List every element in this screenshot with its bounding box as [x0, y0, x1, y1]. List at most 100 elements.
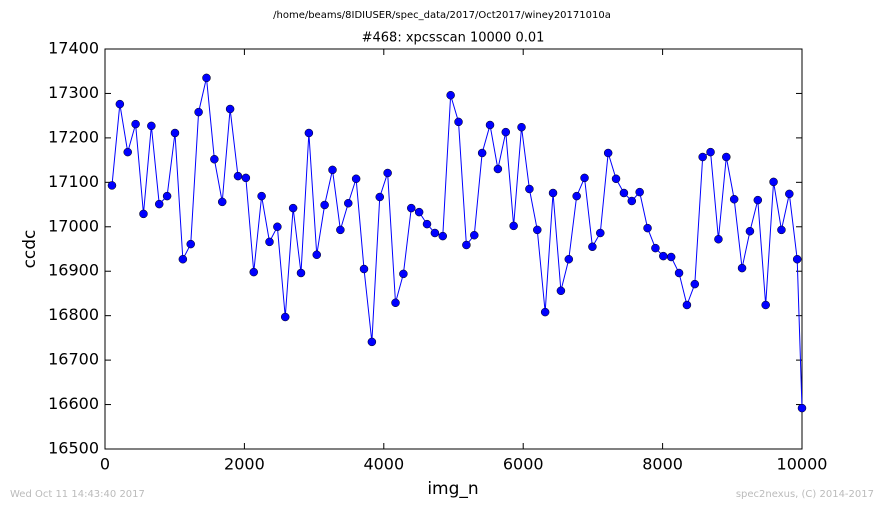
data-point	[115, 99, 125, 109]
data-point	[509, 221, 518, 231]
x-tick-label: 6000	[503, 455, 544, 474]
data-point	[202, 73, 211, 83]
data-point	[273, 222, 282, 232]
data-point	[178, 254, 188, 264]
data-point	[407, 203, 416, 213]
data-point	[714, 234, 723, 244]
data-point	[797, 403, 807, 413]
data-point	[517, 122, 526, 132]
data-point	[257, 191, 266, 201]
data-point	[328, 165, 337, 175]
data-point	[107, 181, 117, 190]
data-point	[603, 148, 613, 158]
data-point	[690, 279, 700, 289]
x-tick-label: 10000	[777, 455, 828, 474]
y-tick-label: 17000	[48, 216, 99, 235]
y-tick-label: 17100	[48, 172, 99, 191]
data-point	[391, 298, 400, 308]
data-point	[454, 117, 463, 127]
data-point	[722, 152, 731, 162]
data-point	[422, 219, 432, 229]
data-point	[674, 268, 684, 278]
data-point	[540, 307, 550, 317]
data-point	[753, 195, 763, 205]
chart-title: #468: xpcsscan 10000 0.01	[362, 31, 545, 46]
data-point	[651, 243, 660, 253]
data-point	[745, 226, 755, 236]
data-point	[304, 128, 314, 138]
data-point	[154, 199, 164, 209]
data-point	[351, 174, 361, 184]
data-point	[375, 192, 385, 202]
data-point	[430, 228, 440, 238]
data-point	[446, 90, 455, 100]
data-point	[761, 300, 770, 310]
data-point	[729, 194, 739, 204]
data-point	[367, 337, 377, 347]
data-point	[682, 300, 692, 310]
data-line	[111, 77, 803, 409]
data-point	[131, 119, 140, 129]
data-point	[170, 128, 180, 138]
data-point	[611, 174, 621, 184]
x-tick-label: 8000	[642, 455, 683, 474]
data-point	[399, 269, 408, 279]
data-point	[477, 148, 487, 158]
y-tick-label: 16800	[48, 305, 99, 324]
data-point	[769, 177, 778, 187]
data-point	[210, 154, 219, 164]
data-point	[619, 188, 629, 198]
data-point	[462, 240, 471, 250]
data-point	[296, 268, 306, 278]
data-point	[383, 168, 392, 178]
x-tick-label: 2000	[224, 455, 265, 474]
data-point	[493, 164, 503, 174]
data-point	[312, 250, 321, 260]
data-point	[194, 107, 203, 117]
data-point	[225, 104, 235, 114]
suptitle: /home/beams/8IDIUSER/spec_data/2017/Oct2…	[273, 10, 611, 21]
data-point	[359, 264, 369, 274]
data-point	[414, 207, 424, 217]
data-point	[320, 200, 329, 210]
plot-frame	[104, 48, 803, 450]
footer-left: Wed Oct 11 14:43:40 2017	[10, 489, 145, 500]
data-point	[249, 267, 258, 277]
data-point	[588, 242, 597, 252]
data-point	[785, 189, 794, 199]
data-point	[501, 127, 511, 137]
data-point	[659, 251, 668, 261]
data-point	[485, 120, 495, 130]
y-tick-label: 16900	[48, 261, 99, 280]
data-point	[525, 184, 534, 194]
data-point	[280, 312, 290, 322]
data-point	[572, 191, 581, 201]
data-point	[147, 121, 156, 131]
data-point	[123, 147, 132, 157]
y-tick-label: 17400	[48, 39, 99, 58]
data-point	[288, 203, 298, 213]
data-point	[336, 225, 345, 235]
data-point	[533, 225, 542, 235]
data-point	[556, 286, 566, 296]
data-point	[635, 187, 644, 197]
y-axis-label: ccdc	[20, 230, 40, 269]
data-point	[698, 152, 707, 162]
data-point	[162, 191, 172, 201]
data-point	[596, 228, 605, 238]
data-point	[706, 147, 715, 157]
data-point	[777, 225, 786, 235]
y-tick-label: 16700	[48, 350, 99, 369]
data-point	[627, 196, 637, 206]
y-tick-label: 17200	[48, 127, 99, 146]
data-point	[233, 171, 243, 181]
data-point	[265, 237, 274, 247]
data-point	[344, 198, 353, 208]
data-point	[580, 173, 589, 183]
y-tick-label: 16500	[48, 439, 99, 458]
data-point	[186, 239, 195, 249]
data-point	[470, 230, 479, 240]
x-axis-label: img_n	[427, 479, 478, 499]
